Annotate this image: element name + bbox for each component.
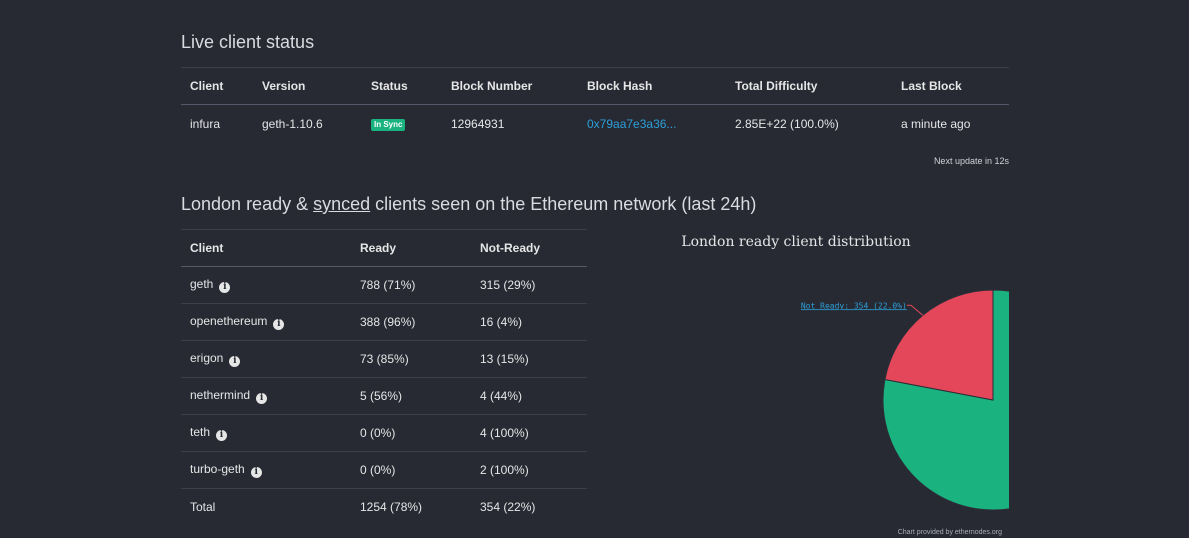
pie-slice-ready[interactable] [882, 289, 1009, 511]
table-row: openethereum i 388 (96%) 16 (4%) [181, 303, 587, 341]
ready-cell: 388 (96%) [351, 303, 471, 341]
live-status-table: Client Version Status Block Number Block… [181, 67, 1009, 142]
client-cell: teth i [181, 414, 351, 452]
pie-chart-container: London ready client distribution Ready: … [601, 225, 1009, 538]
not-ready-cell: 315 (29%) [471, 266, 587, 304]
london-ready-table: Client Ready Not-Ready geth i 788 (71%) 3… [181, 229, 587, 525]
client-name: turbo-geth [190, 462, 245, 476]
chart-credit: Chart provided by ethernodes.org [897, 529, 1002, 536]
table-row: geth i 788 (71%) 315 (29%) [181, 266, 587, 304]
ready-cell: 0 (0%) [351, 414, 471, 452]
synced-link[interactable]: synced [313, 194, 371, 214]
col-status: Status [362, 67, 442, 105]
leader-line-not-ready [906, 304, 924, 316]
pie-label-not-ready[interactable]: Not Ready: 354 (22.0%) [801, 301, 907, 310]
block-hash-cell: 0x79aa7e3a36... [578, 105, 726, 143]
table-row: nethermind i 5 (56%) 4 (44%) [181, 377, 587, 415]
live-status-heading: Live client status [181, 32, 315, 52]
status-badge: In Sync [371, 119, 406, 131]
client-name: openethereum [190, 314, 268, 328]
client-cell: nethermind i [181, 377, 351, 415]
ready-cell: 5 (56%) [351, 377, 471, 415]
not-ready-cell: 4 (100%) [471, 414, 587, 452]
next-update-text: Next update in 12s [933, 156, 1009, 166]
client-cell: openethereum i [181, 303, 351, 341]
col-block-number: Block Number [442, 67, 578, 105]
client-cell: geth i [181, 266, 351, 304]
not-ready-cell: 13 (15%) [471, 340, 587, 378]
not-ready-cell: 16 (4%) [471, 303, 587, 341]
col-last-block: Last Block [892, 67, 1009, 105]
client-name: geth [190, 277, 214, 291]
table-header-row: Client Ready Not-Ready [181, 229, 587, 267]
london-heading-pre: London ready & [181, 194, 314, 214]
table-row: turbo-geth i 0 (0%) 2 (100%) [181, 451, 587, 489]
total-not-ready: 354 (22%) [471, 488, 587, 525]
table-row: infura geth-1.10.6 In Sync 12964931 0x79… [181, 105, 1009, 143]
status-cell: In Sync [362, 105, 442, 143]
chart-title: London ready client distribution [681, 234, 911, 250]
table-row: erigon i 73 (85%) 13 (15%) [181, 340, 587, 378]
info-icon[interactable]: i [256, 393, 268, 404]
client-cell: erigon i [181, 340, 351, 378]
ready-cell: 73 (85%) [351, 340, 471, 378]
info-icon[interactable]: i [219, 282, 231, 293]
client-name: nethermind [190, 388, 251, 402]
col-ready: Ready [351, 229, 471, 267]
not-ready-cell: 2 (100%) [471, 451, 587, 489]
client-cell: turbo-geth i [181, 451, 351, 489]
col-client: Client [181, 67, 253, 105]
ready-cell: 788 (71%) [351, 266, 471, 304]
last-block-cell: a minute ago [901, 116, 971, 131]
col-version: Version [253, 67, 362, 105]
col-total-difficulty: Total Difficulty [726, 67, 892, 105]
client-name: teth [190, 425, 211, 439]
total-label: Total [181, 488, 351, 525]
col-not-ready: Not-Ready [471, 229, 587, 267]
london-heading: London ready & synced clients seen on th… [181, 194, 756, 215]
version-cell: geth-1.10.6 [262, 116, 323, 131]
info-icon[interactable]: i [273, 319, 285, 330]
client-name: erigon [190, 351, 224, 365]
info-icon[interactable]: i [250, 467, 262, 478]
col-client: Client [181, 229, 351, 267]
not-ready-cell: 4 (44%) [471, 377, 587, 415]
client-cell: infura [190, 116, 221, 131]
total-row: Total 1254 (78%) 354 (22%) [181, 488, 587, 525]
table-header-row: Client Version Status Block Number Block… [181, 67, 1009, 105]
ready-cell: 0 (0%) [351, 451, 471, 489]
info-icon[interactable]: i [216, 430, 228, 441]
table-row: teth i 0 (0%) 4 (100%) [181, 414, 587, 452]
info-icon[interactable]: i [229, 356, 241, 367]
london-heading-post: clients seen on the Ethereum network (la… [370, 194, 757, 214]
block-hash-link[interactable]: 0x79aa7e3a36... [587, 116, 677, 131]
total-difficulty-cell: 2.85E+22 (100.0%) [735, 116, 839, 131]
pie-chart: Ready: 1254 (78.0%)Not Ready: 354 (22.0%… [801, 289, 1009, 511]
total-ready: 1254 (78%) [351, 488, 471, 525]
col-block-hash: Block Hash [578, 67, 726, 105]
block-number-cell: 12964931 [451, 116, 505, 131]
